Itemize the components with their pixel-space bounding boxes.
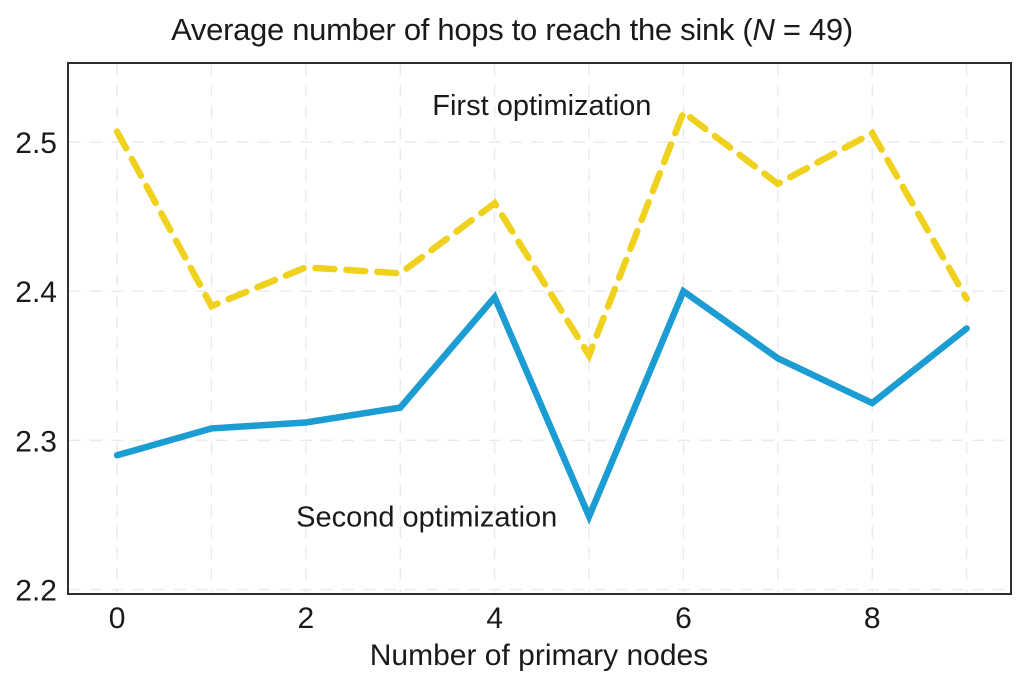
y-tick-label: 2.4 [15, 276, 57, 309]
series-labels: First optimization Second optimization [296, 90, 651, 534]
y-tick-label: 2.3 [15, 425, 57, 458]
x-tick-label: 4 [486, 602, 503, 635]
chart-title-suffix: = 49) [775, 12, 853, 47]
chart-title-prefix: Average number of hops to reach the sink… [171, 12, 753, 47]
x-tick-label: 2 [298, 602, 315, 635]
y-tick-label: 2.2 [15, 575, 57, 608]
x-tick-label: 0 [109, 602, 126, 635]
chart-title: Average number of hops to reach the sink… [171, 12, 853, 47]
x-tick-label: 6 [675, 602, 692, 635]
series-lines [113, 107, 970, 525]
first-optimization-label: First optimization [432, 90, 651, 122]
chart-title-variable: N [752, 12, 775, 47]
tick-labels: 0 2 4 6 8 2.2 2.3 2.4 2.5 [15, 127, 880, 635]
second-optimization-label: Second optimization [296, 501, 557, 533]
x-tick-label: 8 [864, 602, 881, 635]
second-optimization-line [113, 286, 970, 525]
y-tick-label: 2.5 [15, 127, 57, 160]
gridlines [69, 64, 1010, 593]
first-optimization-line [113, 107, 970, 363]
x-axis-label: Number of primary nodes [370, 639, 708, 672]
plot-border [67, 62, 1012, 595]
